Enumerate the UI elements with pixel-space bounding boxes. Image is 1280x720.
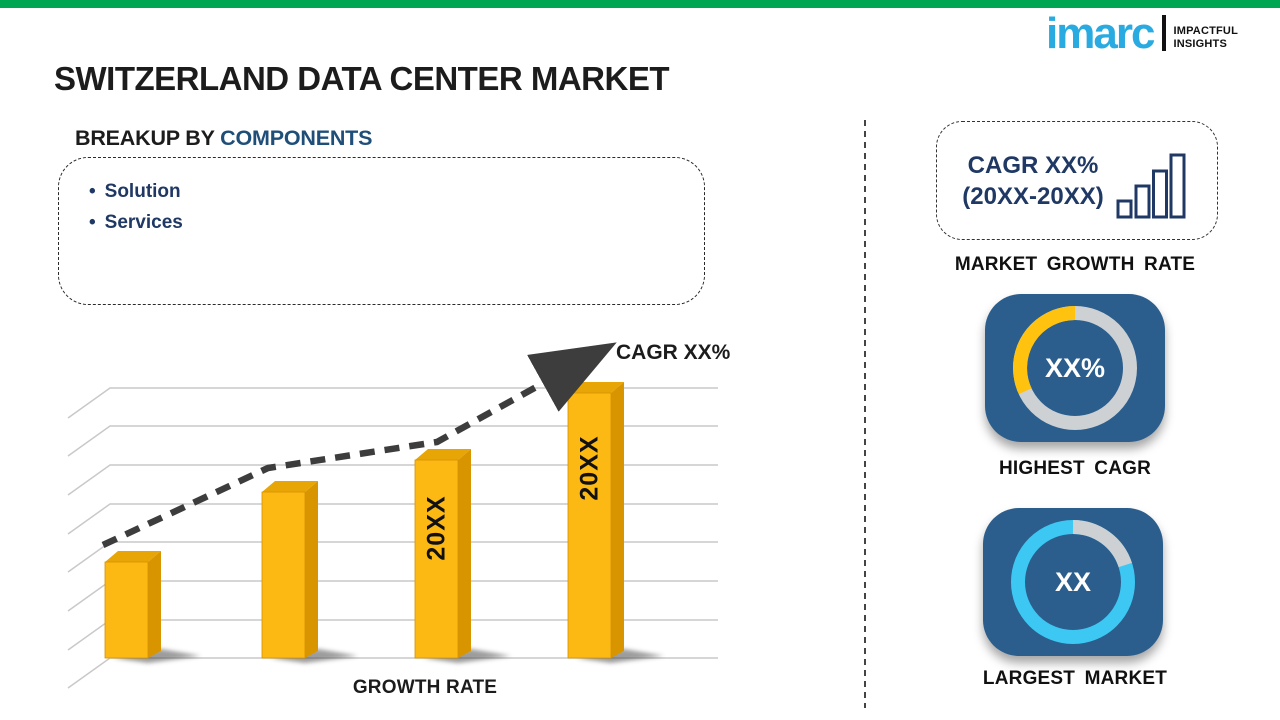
top-accent-bar: [0, 0, 1280, 8]
bar-1: [104, 551, 161, 659]
largest-market-label: LARGEST MARKET: [982, 668, 1168, 689]
largest-market-tile: XX: [983, 508, 1163, 656]
growth-bar-chart: 20XX 20XX: [58, 333, 723, 708]
highest-cagr-tile: XX%: [985, 294, 1165, 442]
imarc-logo-text: imarc: [1046, 9, 1155, 58]
bar-shadows: [113, 649, 664, 663]
bullet-dot: •: [89, 212, 96, 233]
list-item-services: • Services: [89, 212, 183, 233]
highest-cagr-label: HIGHEST CAGR: [998, 458, 1152, 479]
bar-4-label: 20XX: [576, 435, 604, 500]
market-growth-rate-label: MARKET GROWTH RATE: [954, 254, 1196, 275]
cagr-card-line2: (20XX-20XX): [962, 182, 1104, 210]
logo-divider-bar: [1162, 15, 1167, 51]
cagr-card: CAGR XX% (20XX-20XX): [936, 121, 1218, 240]
list-item-solution: • Solution: [89, 181, 181, 202]
cagr-card-text: CAGR XX% (20XX-20XX): [962, 150, 1103, 212]
highest-cagr-donut: XX%: [1013, 306, 1137, 430]
vertical-divider: [864, 120, 866, 708]
logo-tagline-line2: INSIGHTS: [1173, 38, 1228, 50]
breakup-heading: BREAKUP BY COMPONENTS: [75, 126, 372, 151]
bar-3: 20XX: [414, 449, 471, 659]
largest-market-value: XX: [1055, 567, 1091, 597]
breakup-heading-highlight: COMPONENTS: [220, 126, 373, 150]
growth-bars-icon: [1116, 153, 1186, 218]
trend-arrow-label: CAGR XX%: [616, 341, 731, 364]
bullet-dot: •: [89, 181, 96, 202]
bar-4: 20XX: [567, 382, 624, 659]
largest-market-donut: XX: [1011, 520, 1135, 644]
logo-tagline: IMPACTFUL INSIGHTS: [1173, 25, 1238, 51]
imarc-logo: imarc IMPACTFUL INSIGHTS: [1046, 9, 1238, 58]
bar-2: [261, 481, 318, 659]
trend-arrow: [101, 342, 617, 548]
breakup-heading-prefix: BREAKUP BY: [75, 126, 221, 150]
logo-tagline-line1: IMPACTFUL: [1173, 25, 1238, 37]
cagr-card-line1: CAGR XX%: [967, 151, 1099, 179]
page-title: SWITZERLAND DATA CENTER MARKET: [54, 60, 670, 97]
chart-xaxis-label: GROWTH RATE: [352, 677, 498, 698]
highest-cagr-value: XX%: [1045, 353, 1105, 383]
components-list: • Solution • Services: [89, 176, 704, 238]
bar-3-label: 20XX: [423, 495, 451, 560]
components-box: • Solution • Services: [58, 157, 705, 305]
